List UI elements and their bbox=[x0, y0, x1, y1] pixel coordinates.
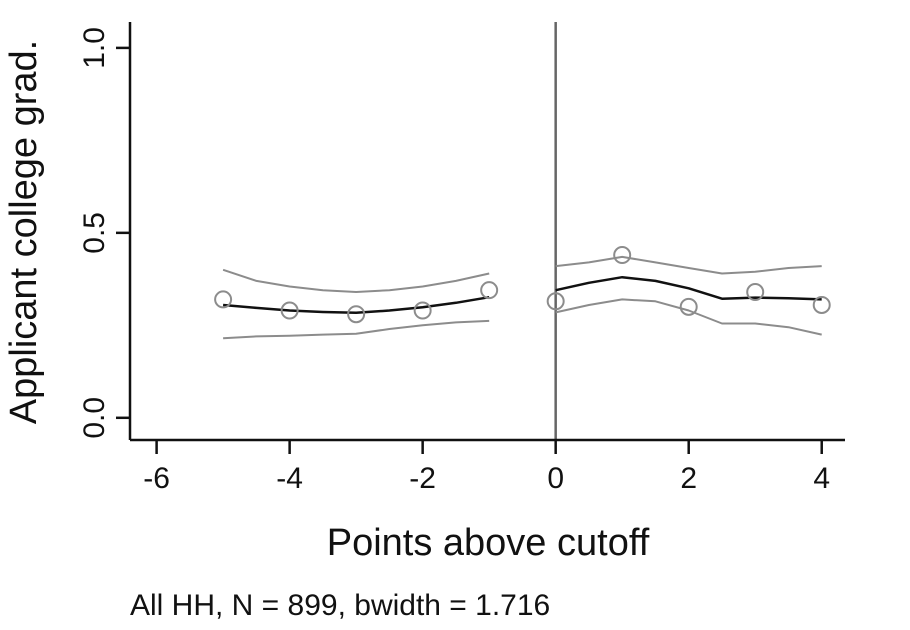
y-tick-label: 0.0 bbox=[78, 397, 111, 439]
ci-lower-line-left bbox=[223, 319, 490, 340]
ci-lower-line-right bbox=[555, 298, 822, 336]
plot-area bbox=[214, 22, 831, 440]
binned-mean-point bbox=[812, 295, 831, 314]
x-tick-label: 0 bbox=[547, 462, 564, 495]
ci-upper-line-right bbox=[555, 255, 822, 275]
x-tick-label: -6 bbox=[143, 462, 170, 495]
y-tick-label: 0.5 bbox=[78, 212, 111, 254]
y-tick-label: 1.0 bbox=[78, 27, 111, 69]
chart-note: All HH, N = 899, bwidth = 1.716 bbox=[130, 589, 550, 622]
binned-mean-point bbox=[347, 305, 366, 324]
axes: -6 -4 -2 0 2 4 0.0 0.5 1.0 bbox=[78, 22, 845, 495]
fit-line-right bbox=[555, 275, 822, 301]
binned-mean-point bbox=[214, 290, 233, 309]
binned-mean-point bbox=[413, 301, 432, 320]
fit-line-left bbox=[222, 295, 490, 315]
binned-mean-point bbox=[280, 301, 299, 320]
x-tick-label: 4 bbox=[813, 462, 830, 495]
x-tick-label: 2 bbox=[680, 462, 697, 495]
binned-mean-point bbox=[679, 297, 698, 316]
ci-upper-line-left bbox=[222, 268, 490, 293]
binned-mean-point bbox=[613, 246, 632, 265]
x-axis-title: Points above cutoff bbox=[327, 522, 650, 564]
binned-mean-point bbox=[546, 292, 565, 311]
y-axis-title: Applicant college grad. bbox=[3, 40, 45, 424]
binned-mean-point bbox=[480, 281, 499, 300]
x-tick-label: -2 bbox=[409, 462, 436, 495]
binned-mean-point bbox=[746, 283, 765, 302]
x-tick-label: -4 bbox=[276, 462, 303, 495]
